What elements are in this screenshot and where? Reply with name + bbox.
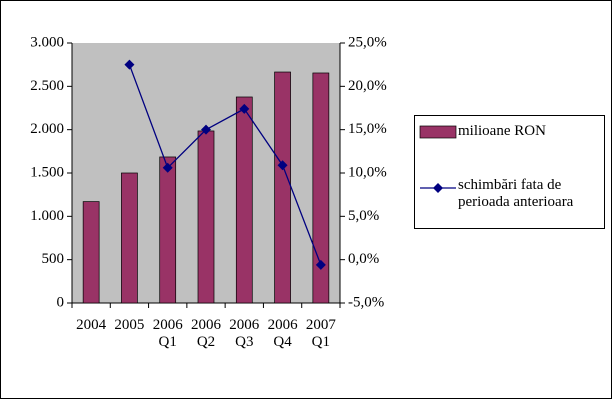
y-tick-label: 500 [42, 251, 65, 267]
bar [82, 201, 100, 304]
bar [235, 96, 253, 304]
y-tick-label: 3.000 [30, 34, 64, 50]
line [128, 64, 322, 266]
legend-label: schimbări fata de perioada anterioara [458, 177, 574, 210]
line-marker [315, 259, 326, 270]
x-tick-label: 2006 Q3 [229, 317, 260, 350]
line-marker [124, 59, 135, 70]
x-tick-label: 2006 Q1 [152, 317, 183, 350]
y2-tick-label: 15,0% [348, 121, 387, 137]
y-tick-label: 2.000 [30, 121, 64, 137]
legend-label: milioane RON [458, 123, 546, 139]
y-tick-label: 0 [57, 294, 65, 310]
y2-tick-label: 0,0% [348, 251, 379, 267]
x-tick-label: 2007 Q1 [305, 317, 336, 350]
legend-marker [433, 183, 443, 193]
bar [312, 72, 330, 304]
y-tick-label: 2.500 [30, 78, 64, 94]
y2-tick-label: 25,0% [348, 34, 387, 50]
y-tick-label: 1.000 [30, 208, 64, 224]
bar [197, 130, 215, 304]
bar [159, 156, 177, 304]
x-tick-label: 2005 [114, 317, 145, 333]
y2-tick-label: -5,0% [348, 294, 384, 310]
x-tick-label: 2006 Q4 [267, 317, 298, 350]
line-marker [201, 124, 211, 135]
line-marker [239, 103, 250, 114]
y2-tick-label: 5,0% [348, 208, 379, 224]
bar [121, 172, 138, 304]
line-marker [162, 162, 173, 173]
y2-tick-label: 20,0% [348, 78, 387, 94]
y2-tick-label: 10,0% [348, 164, 387, 180]
line-marker [277, 160, 288, 171]
legend-box [414, 115, 605, 229]
y-tick-label: 1.500 [30, 164, 64, 180]
bar [274, 71, 291, 304]
x-tick-label: 2004 [76, 317, 107, 333]
x-tick-label: 2006 Q2 [191, 317, 221, 350]
legend-swatch [419, 125, 457, 139]
